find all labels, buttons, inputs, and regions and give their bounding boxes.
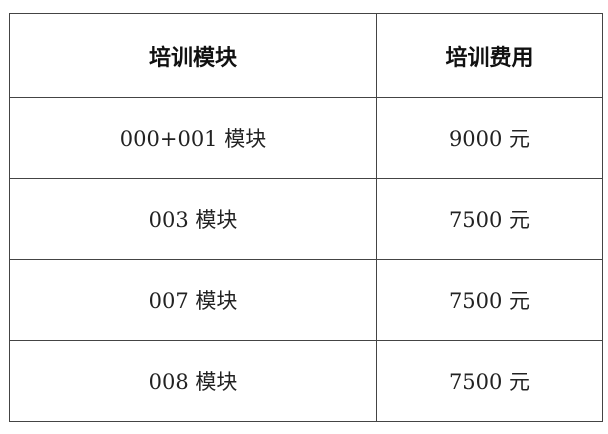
module-cell: 000+001 模块 xyxy=(9,97,377,179)
fee-cell: 7500 元 xyxy=(376,178,603,260)
module-cell: 008 模块 xyxy=(9,340,377,422)
module-cell: 007 模块 xyxy=(9,259,377,341)
fee-cell: 9000 元 xyxy=(376,97,603,179)
table-row: 003 模块 7500 元 xyxy=(9,178,603,260)
module-cell: 003 模块 xyxy=(9,178,377,260)
training-fee-table: 培训模块 培训费用 000+001 模块 9000 元 003 模块 7500 … xyxy=(9,13,603,422)
table-row: 008 模块 7500 元 xyxy=(9,340,603,422)
header-module: 培训模块 xyxy=(9,13,377,98)
fee-cell: 7500 元 xyxy=(376,340,603,422)
header-fee: 培训费用 xyxy=(376,13,603,98)
table-row: 000+001 模块 9000 元 xyxy=(9,97,603,179)
header-row: 培训模块 培训费用 xyxy=(9,13,603,98)
fee-cell: 7500 元 xyxy=(376,259,603,341)
table-row: 007 模块 7500 元 xyxy=(9,259,603,341)
